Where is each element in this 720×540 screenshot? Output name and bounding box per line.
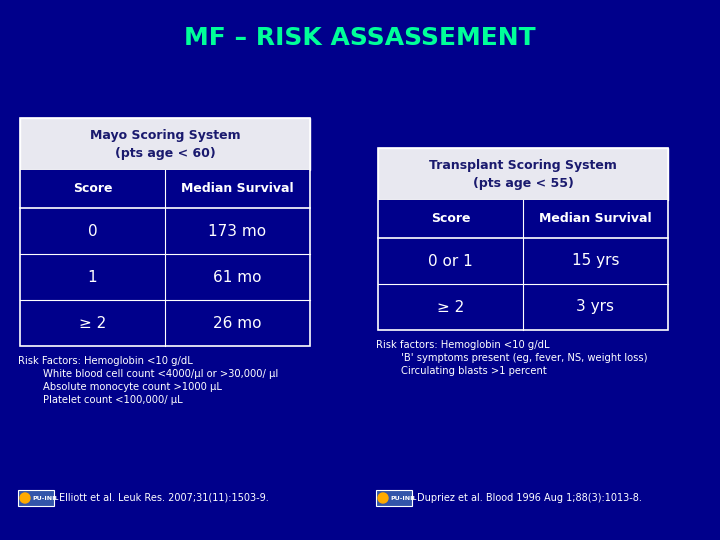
Text: ≥ 2: ≥ 2 [437,300,464,314]
Text: Dupriez et al. Blood 1996 Aug 1;88(3):1013-8.: Dupriez et al. Blood 1996 Aug 1;88(3):10… [417,493,642,503]
Text: 1: 1 [88,269,97,285]
Text: White blood cell count <4000/μl or >30,000/ μl: White blood cell count <4000/μl or >30,0… [18,369,278,379]
Text: 173 mo: 173 mo [208,224,266,239]
Text: 26 mo: 26 mo [213,315,262,330]
Text: Risk factors: Hemoglobin <10 g/dL: Risk factors: Hemoglobin <10 g/dL [376,340,549,350]
Bar [20,118,310,170]
Text: Score: Score [73,183,112,195]
Text: 0: 0 [88,224,97,239]
Text: 3 yrs: 3 yrs [577,300,614,314]
Text: 'B' symptoms present (eg, fever, NS, weight loss): 'B' symptoms present (eg, fever, NS, wei… [376,353,647,363]
Text: Risk Factors: Hemoglobin <10 g/dL: Risk Factors: Hemoglobin <10 g/dL [18,356,193,366]
Text: Elliott et al. Leuk Res. 2007;31(11):1503-9.: Elliott et al. Leuk Res. 2007;31(11):150… [59,493,269,503]
Bar [20,170,310,208]
Circle shape [378,493,388,503]
Bar [378,148,668,200]
Text: 15 yrs: 15 yrs [572,253,619,268]
Text: Score: Score [431,213,470,226]
Text: Mayo Scoring System
(pts age < 60): Mayo Scoring System (pts age < 60) [90,129,240,159]
Text: Median Survival: Median Survival [181,183,294,195]
Text: 0 or 1: 0 or 1 [428,253,473,268]
Text: PU-INIL: PU-INIL [32,496,58,501]
Text: 61 mo: 61 mo [213,269,262,285]
Bar [376,490,412,506]
Circle shape [20,493,30,503]
Bar [18,490,54,506]
Bar [20,118,310,346]
Text: Platelet count <100,000/ μL: Platelet count <100,000/ μL [18,395,183,405]
Bar [378,200,668,238]
Bar [378,148,668,330]
Text: Absolute monocyte count >1000 μL: Absolute monocyte count >1000 μL [18,382,222,392]
Text: ≥ 2: ≥ 2 [79,315,106,330]
Text: Transplant Scoring System
(pts age < 55): Transplant Scoring System (pts age < 55) [429,159,617,190]
Text: MF – RISK ASSASSEMENT: MF – RISK ASSASSEMENT [184,26,536,50]
Text: PU-INIL: PU-INIL [390,496,416,501]
Text: Circulating blasts >1 percent: Circulating blasts >1 percent [376,366,546,376]
Text: Median Survival: Median Survival [539,213,652,226]
